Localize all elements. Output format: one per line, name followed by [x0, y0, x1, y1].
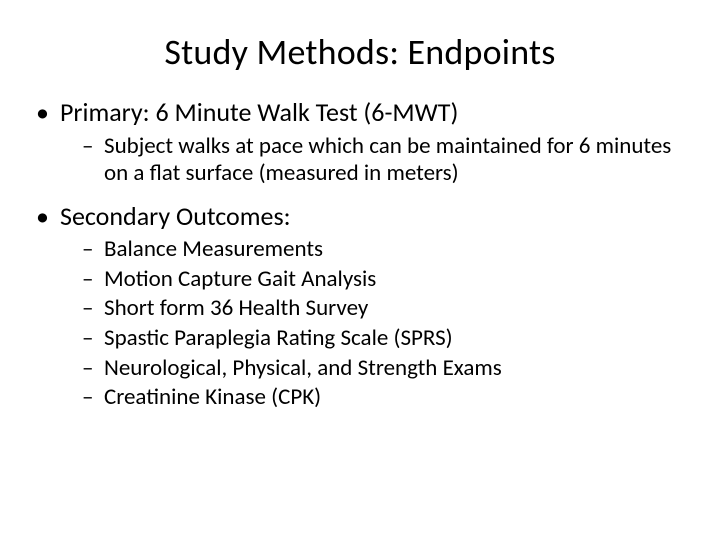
spacer — [34, 190, 686, 196]
secondary-item: Short form 36 Health Survey — [34, 295, 686, 323]
secondary-bullet: Secondary Outcomes: — [34, 200, 686, 233]
secondary-item: Motion Capture Gait Analysis — [34, 266, 686, 294]
secondary-item: Spastic Paraplegia Rating Scale (SPRS) — [34, 325, 686, 353]
secondary-item: Neurological, Physical, and Strength Exa… — [34, 355, 686, 383]
secondary-item: Creatinine Kinase (CPK) — [34, 384, 686, 412]
secondary-item: Balance Measurements — [34, 236, 686, 264]
slide: Study Methods: Endpoints Primary: 6 Minu… — [0, 0, 720, 540]
primary-bullet: Primary: 6 Minute Walk Test (6-MWT) — [34, 96, 686, 129]
slide-title: Study Methods: Endpoints — [34, 30, 686, 74]
primary-sub-bullet: Subject walks at pace which can be maint… — [34, 133, 686, 188]
